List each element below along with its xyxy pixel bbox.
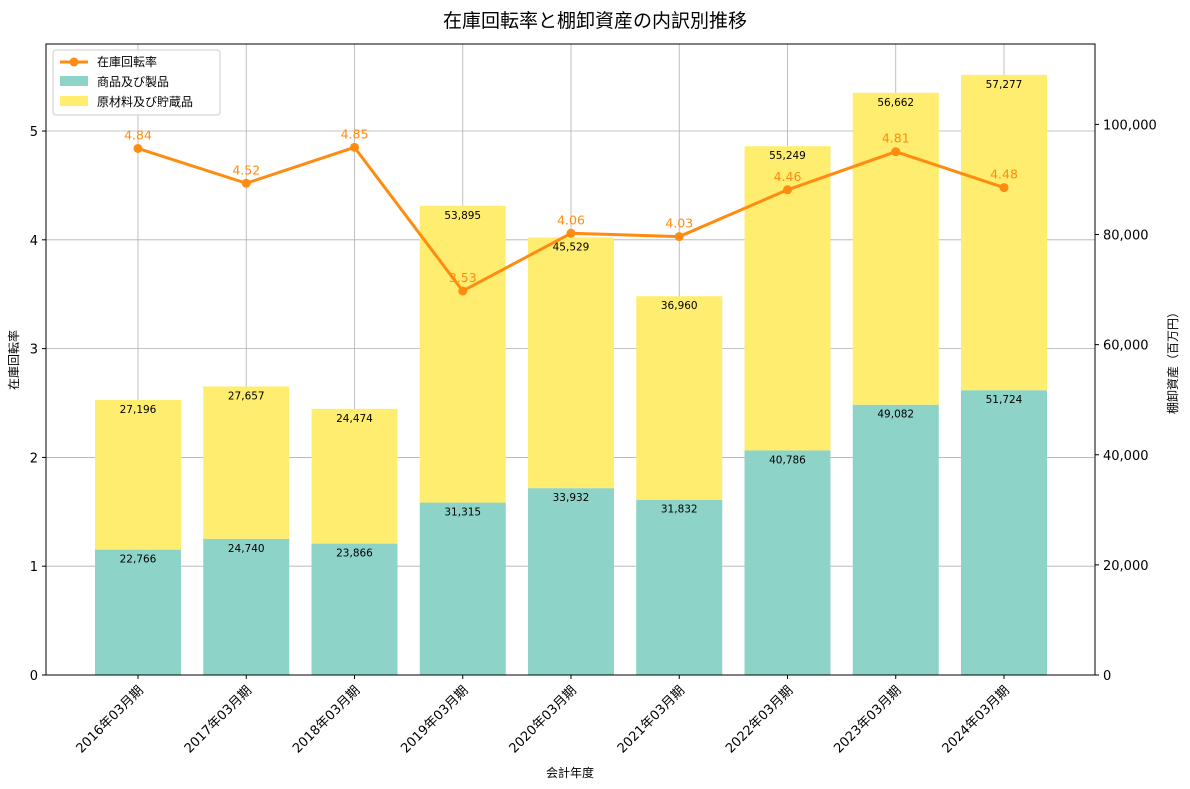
bar-products [636, 499, 723, 675]
turnover-data-label: 4.81 [882, 131, 910, 146]
bar-data-label: 55,249 [769, 150, 806, 162]
bar-data-label: 27,657 [228, 390, 265, 402]
right-tick-label: 100,000 [1103, 118, 1157, 133]
turnover-data-label: 4.46 [774, 169, 802, 184]
bars [95, 74, 1047, 675]
left-axis-label: 在庫回転率 [6, 330, 21, 390]
left-tick-label: 3 [30, 343, 38, 358]
bar-products [419, 502, 506, 675]
right-tick-label: 80,000 [1103, 229, 1149, 244]
x-tick-label: 2020年03月期 [507, 683, 580, 756]
bar-data-label: 45,529 [553, 241, 590, 253]
turnover-data-label: 4.03 [665, 216, 693, 231]
left-tick-label: 0 [30, 669, 38, 684]
turnover-point [566, 228, 576, 238]
x-tick-label: 2018年03月期 [290, 683, 363, 756]
left-axis: 0 1 2 3 4 5 [30, 125, 46, 684]
x-axis-label: 会計年度 [546, 765, 594, 780]
x-tick-label: 2023年03月期 [831, 683, 904, 756]
legend-label-materials: 原材料及び貯蔵品 [97, 95, 193, 109]
bar-data-label: 24,474 [336, 413, 373, 425]
bar-materials [311, 408, 398, 544]
turnover-point [350, 142, 359, 152]
legend-box [52, 49, 221, 116]
turnover-data-label: 4.06 [557, 212, 585, 227]
bar-data-label: 53,895 [444, 210, 481, 222]
right-axis-label: 棚卸資産（百万円） [1165, 306, 1180, 414]
bar-data-label: 24,740 [228, 543, 265, 555]
legend-swatch-products [60, 76, 88, 86]
bar-data-label: 56,662 [877, 97, 914, 109]
bar-data-label: 57,277 [986, 79, 1023, 91]
bar-products [311, 543, 398, 675]
bar-data-label: 23,866 [336, 548, 373, 560]
turnover-point [891, 147, 901, 157]
turnover-data-label: 4.52 [232, 162, 260, 177]
bar-materials [744, 146, 831, 451]
bar-materials [961, 74, 1047, 391]
right-tick-label: 60,000 [1103, 339, 1149, 354]
line-labels: 4.84 4.52 4.85 3.53 4.06 4.03 4.46 4.81 4.48 [124, 126, 1018, 285]
legend-swatch-materials [60, 96, 88, 106]
legend: 在庫回転率 商品及び製品 原材料及び貯蔵品 [52, 49, 221, 116]
bar-materials [636, 296, 723, 500]
bar-data-label: 27,196 [120, 404, 157, 416]
left-tick-label: 2 [30, 451, 38, 466]
bar-labels: 22,766 27,196 24,740 27,657 23,866 24,474 31,3… [120, 79, 1023, 566]
bar-data-label: 49,082 [877, 409, 914, 421]
bar-data-label: 22,766 [120, 554, 157, 566]
right-tick-label: 0 [1103, 669, 1111, 684]
bar-data-label: 40,786 [769, 454, 806, 466]
legend-label-turnover: 在庫回転率 [97, 54, 157, 69]
turnover-point [783, 185, 792, 195]
turnover-data-label: 4.84 [124, 127, 152, 142]
bar-materials [95, 399, 181, 550]
x-tick-label: 2021年03月期 [615, 683, 688, 756]
right-axis: 0 20,000 40,000 60,000 80,000 100,000 [1095, 118, 1157, 684]
turnover-point [458, 286, 468, 296]
x-tick-label: 2017年03月期 [182, 683, 255, 756]
right-tick-label: 40,000 [1103, 449, 1149, 464]
turnover-data-label: 3.53 [449, 270, 477, 285]
x-tick-label: 2019年03月期 [398, 683, 471, 756]
bar-products [203, 538, 290, 675]
legend-line-marker [69, 57, 79, 67]
bar-materials [852, 92, 939, 405]
bar-data-label: 31,832 [661, 504, 698, 516]
bar-data-label: 51,724 [986, 394, 1023, 406]
bar-data-label: 33,932 [553, 492, 590, 504]
bar-products [961, 390, 1047, 675]
left-tick-label: 5 [30, 125, 38, 140]
x-tick-label: 2022年03月期 [723, 683, 796, 756]
bar-materials [203, 386, 290, 539]
left-tick-label: 4 [30, 234, 38, 249]
turnover-point [999, 183, 1009, 193]
x-tick-label: 2024年03月期 [940, 683, 1013, 756]
bar-products [852, 404, 939, 675]
turnover-point [241, 178, 251, 188]
bar-materials [528, 237, 614, 489]
right-tick-label: 20,000 [1103, 559, 1149, 574]
bar-products [95, 549, 181, 675]
x-tick-label: 2016年03月期 [74, 683, 147, 756]
legend-label-products: 商品及び製品 [97, 74, 169, 89]
x-axis: 2016年03月期 2017年03月期 2018年03月期 2019年03月期 2020… [74, 675, 1013, 757]
chart-title: 在庫回転率と棚卸資産の内訳別推移 [443, 10, 747, 32]
bar-data-label: 31,315 [444, 507, 481, 519]
bar-products [744, 450, 831, 675]
turnover-point [133, 143, 143, 153]
turnover-line [133, 142, 1009, 296]
turnover-data-label: 4.85 [341, 126, 369, 141]
turnover-data-label: 4.48 [990, 167, 1018, 182]
left-tick-label: 1 [30, 560, 38, 575]
bar-products [528, 488, 614, 675]
bar-data-label: 36,960 [661, 300, 698, 312]
turnover-point [674, 232, 684, 242]
